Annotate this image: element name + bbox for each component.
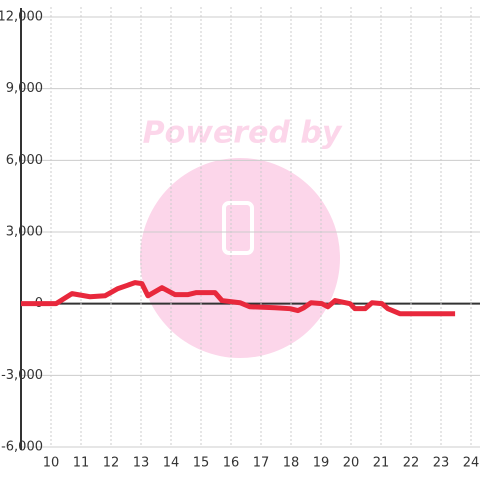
x-tick-label: 19 <box>313 456 330 471</box>
y-tick-label: 3,000 <box>6 225 43 240</box>
watermark-logo <box>140 158 340 358</box>
x-tick-label: 23 <box>433 456 450 471</box>
line <box>21 280 456 317</box>
x-tick-label: 14 <box>163 456 180 471</box>
x-tick-label: 17 <box>253 456 270 471</box>
x-tick-label: 22 <box>403 456 420 471</box>
y-tick-label: 9,000 <box>6 81 43 96</box>
x-tick-label: 13 <box>133 456 150 471</box>
x-tick-label: 20 <box>343 456 360 471</box>
x-tick-label: 15 <box>193 456 210 471</box>
watermark-icon <box>222 201 254 255</box>
x-tick-label: 12 <box>103 456 120 471</box>
x-tick-label: 24 <box>463 456 480 471</box>
x-tick-label: 16 <box>223 456 240 471</box>
watermark-text: Powered by <box>143 116 343 151</box>
y-tick-label: -6,000 <box>1 440 43 455</box>
x-tick-label: 21 <box>373 456 390 471</box>
y-tick-label: -3,000 <box>1 368 43 383</box>
x-tick-label: 11 <box>73 456 90 471</box>
x-tick-label: 18 <box>283 456 300 471</box>
x-tick-label: 10 <box>43 456 60 471</box>
y-tick-label: 6,000 <box>6 153 43 168</box>
